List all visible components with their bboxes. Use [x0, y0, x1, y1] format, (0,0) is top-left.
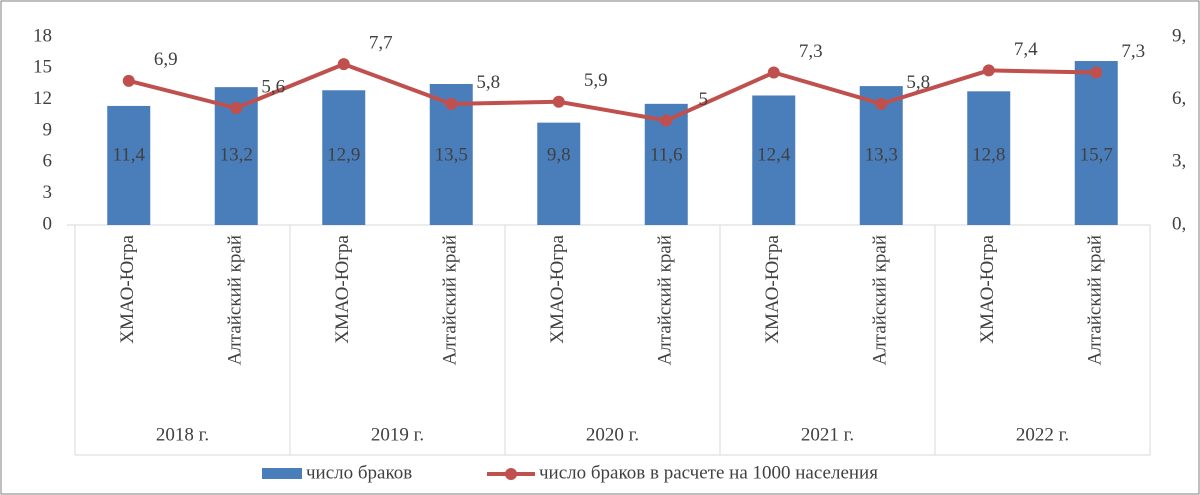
- y2-tick-label: 3,: [1172, 151, 1186, 172]
- line-marker: [552, 95, 565, 108]
- legend-label: число браков: [306, 462, 412, 483]
- y-tick-label: 9: [43, 119, 53, 140]
- x-tick-label: ХМАО-Югра: [977, 234, 998, 343]
- y-tick-label: 0: [43, 213, 53, 234]
- y-tick-label: 15: [33, 57, 52, 78]
- data-label: 7,3: [799, 41, 823, 62]
- data-label: 13,5: [435, 144, 468, 165]
- data-label: 11,6: [650, 144, 683, 165]
- data-label: 7,4: [1014, 39, 1038, 60]
- legend-marker: [505, 468, 517, 480]
- data-label: 6,9: [154, 49, 178, 70]
- x-tick-label: ХМАО-Югра: [332, 234, 353, 343]
- y-tick-label: 6: [43, 151, 53, 172]
- data-label: 15,7: [1080, 144, 1113, 165]
- group-label: 2019 г.: [371, 424, 424, 445]
- x-tick-label: Алтайский край: [655, 235, 676, 365]
- bar: [752, 95, 796, 225]
- line: [128, 62, 1097, 123]
- bar: [322, 90, 366, 226]
- y-tick-label: 3: [43, 182, 53, 203]
- y2-tick-label: 9,: [1172, 25, 1186, 46]
- line-marker: [1090, 66, 1103, 79]
- data-label: 13,2: [220, 144, 253, 165]
- line-marker: [337, 58, 350, 71]
- data-label: 12,9: [327, 144, 360, 165]
- data-label: 7,3: [1121, 41, 1145, 62]
- line-marker: [875, 97, 888, 110]
- line-marker: [230, 102, 243, 115]
- legend-label: число браков в расчете на 1000 населения: [539, 462, 878, 483]
- x-tick-label: Алтайский край: [1085, 235, 1106, 365]
- group-label: 2021 г.: [801, 424, 854, 445]
- data-label: 5: [699, 89, 709, 110]
- data-label: 12,4: [757, 144, 791, 165]
- x-tick-label: Алтайский край: [870, 235, 891, 365]
- line-marker: [660, 114, 673, 127]
- y-tick-label: 12: [33, 88, 52, 109]
- data-label: 11,4: [112, 144, 145, 165]
- data-label: 5,6: [261, 76, 285, 97]
- x-tick-label: Алтайский край: [440, 235, 461, 365]
- x-tick-label: Алтайский край: [225, 235, 246, 365]
- bar: [967, 91, 1011, 225]
- group-label: 2022 г.: [1016, 424, 1069, 445]
- group-label: 2018 г.: [156, 424, 209, 445]
- data-label: 7,7: [369, 33, 393, 54]
- bar: [1074, 61, 1118, 226]
- data-label: 12,8: [972, 144, 1005, 165]
- legend-swatch: [262, 468, 302, 479]
- x-tick-label: ХМАО-Югра: [117, 234, 138, 343]
- line-marker: [767, 66, 780, 79]
- data-label: 5,8: [906, 72, 930, 93]
- x-tick-label: ХМАО-Югра: [547, 234, 568, 343]
- line-marker: [982, 64, 995, 77]
- group-label: 2020 г.: [586, 424, 639, 445]
- y-tick-label: 18: [33, 25, 52, 46]
- y2-tick-label: 6,: [1172, 88, 1186, 109]
- data-label: 9,8: [547, 144, 571, 165]
- y2-tick-label: 0,: [1172, 213, 1186, 234]
- data-label: 5,9: [584, 70, 608, 91]
- line-marker: [122, 74, 135, 87]
- bar: [537, 122, 581, 225]
- data-label: 5,8: [476, 72, 500, 93]
- line-marker: [445, 97, 458, 110]
- x-tick-label: ХМАО-Югра: [762, 234, 783, 343]
- data-label: 13,3: [865, 144, 898, 165]
- bar: [107, 105, 151, 225]
